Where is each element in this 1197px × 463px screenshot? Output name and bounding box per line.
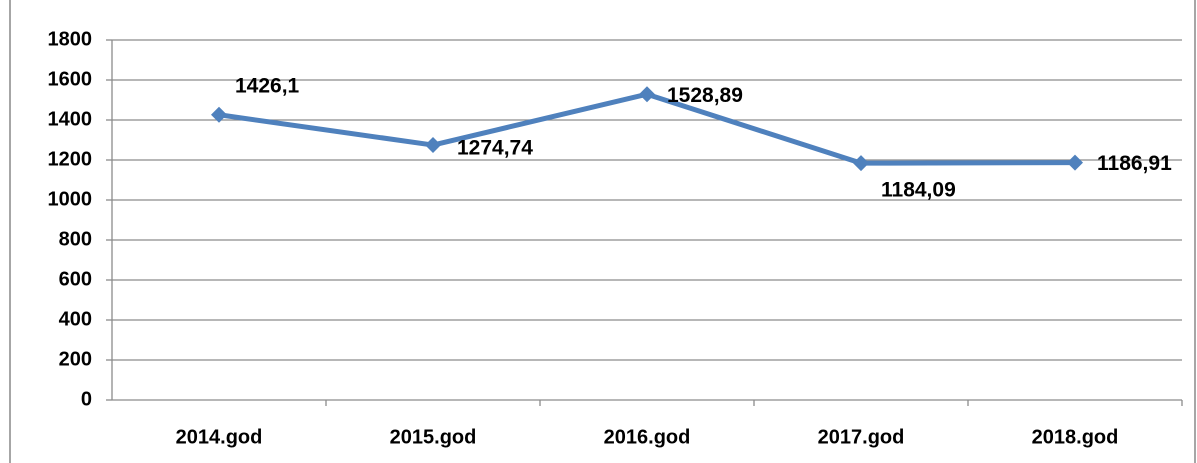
- chart-frame: [9, 0, 1196, 463]
- y-tick-label: 400: [59, 308, 92, 330]
- y-tick-label: 0: [81, 388, 92, 410]
- y-tick-label: 1400: [48, 108, 93, 130]
- x-tick-label: 2016.god: [604, 426, 691, 448]
- data-label: 1426,1: [235, 74, 300, 97]
- x-tick-label: 2014.god: [176, 426, 263, 448]
- x-tick-label: 2015.god: [390, 426, 477, 448]
- marker: [853, 155, 869, 172]
- marker: [211, 106, 227, 123]
- data-label: 1528,89: [667, 84, 743, 107]
- y-tick-label: 1000: [48, 188, 93, 210]
- data-label: 1274,74: [457, 137, 533, 160]
- y-tick-label: 1800: [48, 28, 93, 50]
- y-tick-label: 200: [59, 348, 92, 370]
- marker: [1067, 154, 1083, 171]
- data-label: 1184,09: [881, 179, 956, 202]
- y-tick-label: 1600: [48, 68, 93, 90]
- marker: [425, 137, 441, 154]
- data-label: 1186,91: [1097, 152, 1172, 175]
- y-tick-label: 800: [59, 228, 92, 250]
- y-tick-label: 1200: [48, 148, 93, 170]
- y-tick-label: 600: [59, 268, 92, 290]
- x-tick-label: 2017.god: [818, 426, 905, 448]
- x-tick-label: 2018.god: [1032, 426, 1119, 448]
- marker: [639, 86, 655, 103]
